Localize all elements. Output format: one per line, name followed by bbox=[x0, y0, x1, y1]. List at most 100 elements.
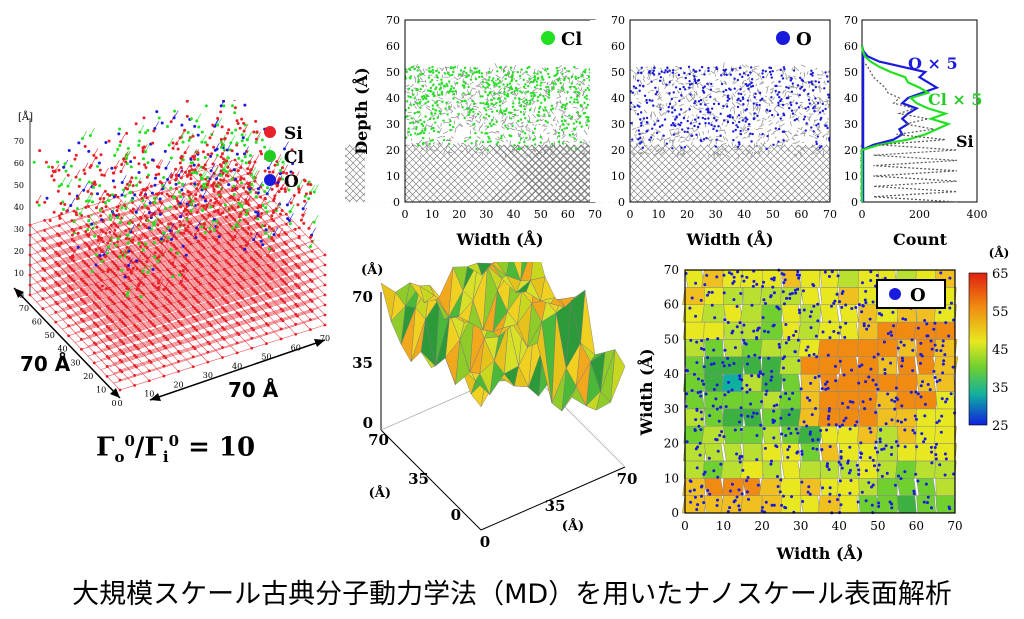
bond bbox=[771, 80, 775, 84]
bond bbox=[86, 193, 91, 202]
atom bbox=[176, 147, 180, 151]
bond bbox=[750, 151, 754, 158]
bond bbox=[425, 84, 428, 88]
atom-si bbox=[294, 312, 298, 316]
lattice-hatch bbox=[474, 144, 533, 203]
bond bbox=[647, 74, 651, 80]
atom-dot bbox=[465, 71, 468, 75]
bond bbox=[792, 93, 798, 95]
atom-dot bbox=[511, 71, 515, 74]
atom-si bbox=[136, 317, 140, 321]
atom-dot bbox=[498, 80, 502, 83]
bond bbox=[691, 121, 698, 124]
bond bbox=[716, 149, 720, 154]
bond bbox=[486, 97, 489, 102]
bond bbox=[405, 91, 411, 94]
atom bbox=[182, 223, 186, 227]
atom-si bbox=[253, 240, 257, 244]
bond bbox=[158, 280, 164, 288]
atom-dot bbox=[486, 125, 490, 129]
atom-dot bbox=[779, 68, 782, 72]
atom-si bbox=[211, 306, 215, 309]
atom-dot bbox=[726, 115, 730, 118]
atom-si bbox=[200, 264, 204, 268]
atom bbox=[200, 130, 204, 134]
atom bbox=[139, 245, 143, 249]
bond bbox=[577, 94, 580, 98]
bond bbox=[827, 104, 830, 109]
atom bbox=[72, 220, 76, 224]
bond bbox=[478, 89, 481, 96]
atom bbox=[111, 179, 115, 183]
atom-si bbox=[191, 305, 195, 309]
bond bbox=[424, 141, 427, 146]
atom-dot bbox=[580, 125, 583, 128]
bond bbox=[96, 200, 101, 208]
bond bbox=[90, 158, 96, 166]
atom-dot bbox=[475, 70, 478, 74]
atom-si bbox=[195, 278, 199, 282]
atom-dot bbox=[496, 70, 499, 73]
bond bbox=[511, 93, 516, 96]
atom-si bbox=[259, 245, 263, 249]
bond bbox=[428, 132, 431, 134]
atom-si bbox=[200, 234, 204, 238]
atom-si bbox=[147, 349, 151, 353]
lattice-hatch bbox=[523, 144, 582, 203]
atom bbox=[45, 196, 49, 200]
bond bbox=[731, 95, 734, 99]
atom-si bbox=[112, 282, 116, 285]
atom-dot bbox=[568, 133, 571, 137]
bond bbox=[733, 81, 738, 85]
atom-si bbox=[285, 262, 288, 266]
atom-dot bbox=[776, 93, 779, 96]
atom bbox=[52, 178, 56, 182]
atom-si bbox=[131, 251, 134, 254]
bond bbox=[253, 170, 258, 178]
atom-si bbox=[226, 241, 230, 245]
dim-arrow-right bbox=[149, 339, 326, 401]
bond bbox=[707, 93, 712, 96]
atom-si bbox=[206, 310, 210, 314]
atom-dot bbox=[490, 98, 493, 102]
atom-si bbox=[164, 346, 168, 350]
model-axis-unit: [Å] bbox=[18, 111, 33, 123]
bond bbox=[507, 122, 514, 125]
atom bbox=[141, 248, 145, 252]
atom-si bbox=[68, 266, 72, 269]
atom-si bbox=[151, 272, 155, 276]
atom-si bbox=[43, 238, 47, 242]
atom-dot bbox=[420, 95, 424, 98]
bond bbox=[723, 80, 727, 85]
atom-dot bbox=[525, 101, 529, 104]
model-z-tick: 30 bbox=[14, 225, 24, 234]
atom-dot bbox=[510, 80, 513, 83]
atom-dot bbox=[578, 91, 581, 95]
atom-dot bbox=[798, 76, 802, 79]
atom-si bbox=[281, 289, 285, 293]
atom bbox=[126, 147, 130, 151]
atom bbox=[178, 273, 182, 277]
atom-dot bbox=[545, 109, 548, 112]
atom-si bbox=[184, 257, 188, 260]
atom bbox=[103, 201, 107, 205]
bond bbox=[419, 154, 422, 158]
atom-si bbox=[246, 172, 250, 175]
atom bbox=[180, 154, 184, 158]
atom-si bbox=[252, 308, 255, 312]
atom-si bbox=[208, 322, 212, 326]
atom bbox=[167, 222, 171, 226]
atom-si bbox=[237, 313, 241, 317]
bond bbox=[639, 79, 643, 85]
atom bbox=[157, 255, 161, 259]
atom-dot bbox=[694, 70, 698, 73]
atom bbox=[191, 134, 195, 138]
atom-si bbox=[228, 273, 232, 277]
lattice-hatch bbox=[685, 144, 744, 203]
atom-dot bbox=[525, 91, 528, 94]
atom-si bbox=[107, 286, 111, 290]
atom-si bbox=[133, 343, 137, 347]
bond bbox=[813, 101, 817, 107]
ratio-slash: / bbox=[134, 432, 145, 463]
atom-dot bbox=[480, 131, 483, 134]
